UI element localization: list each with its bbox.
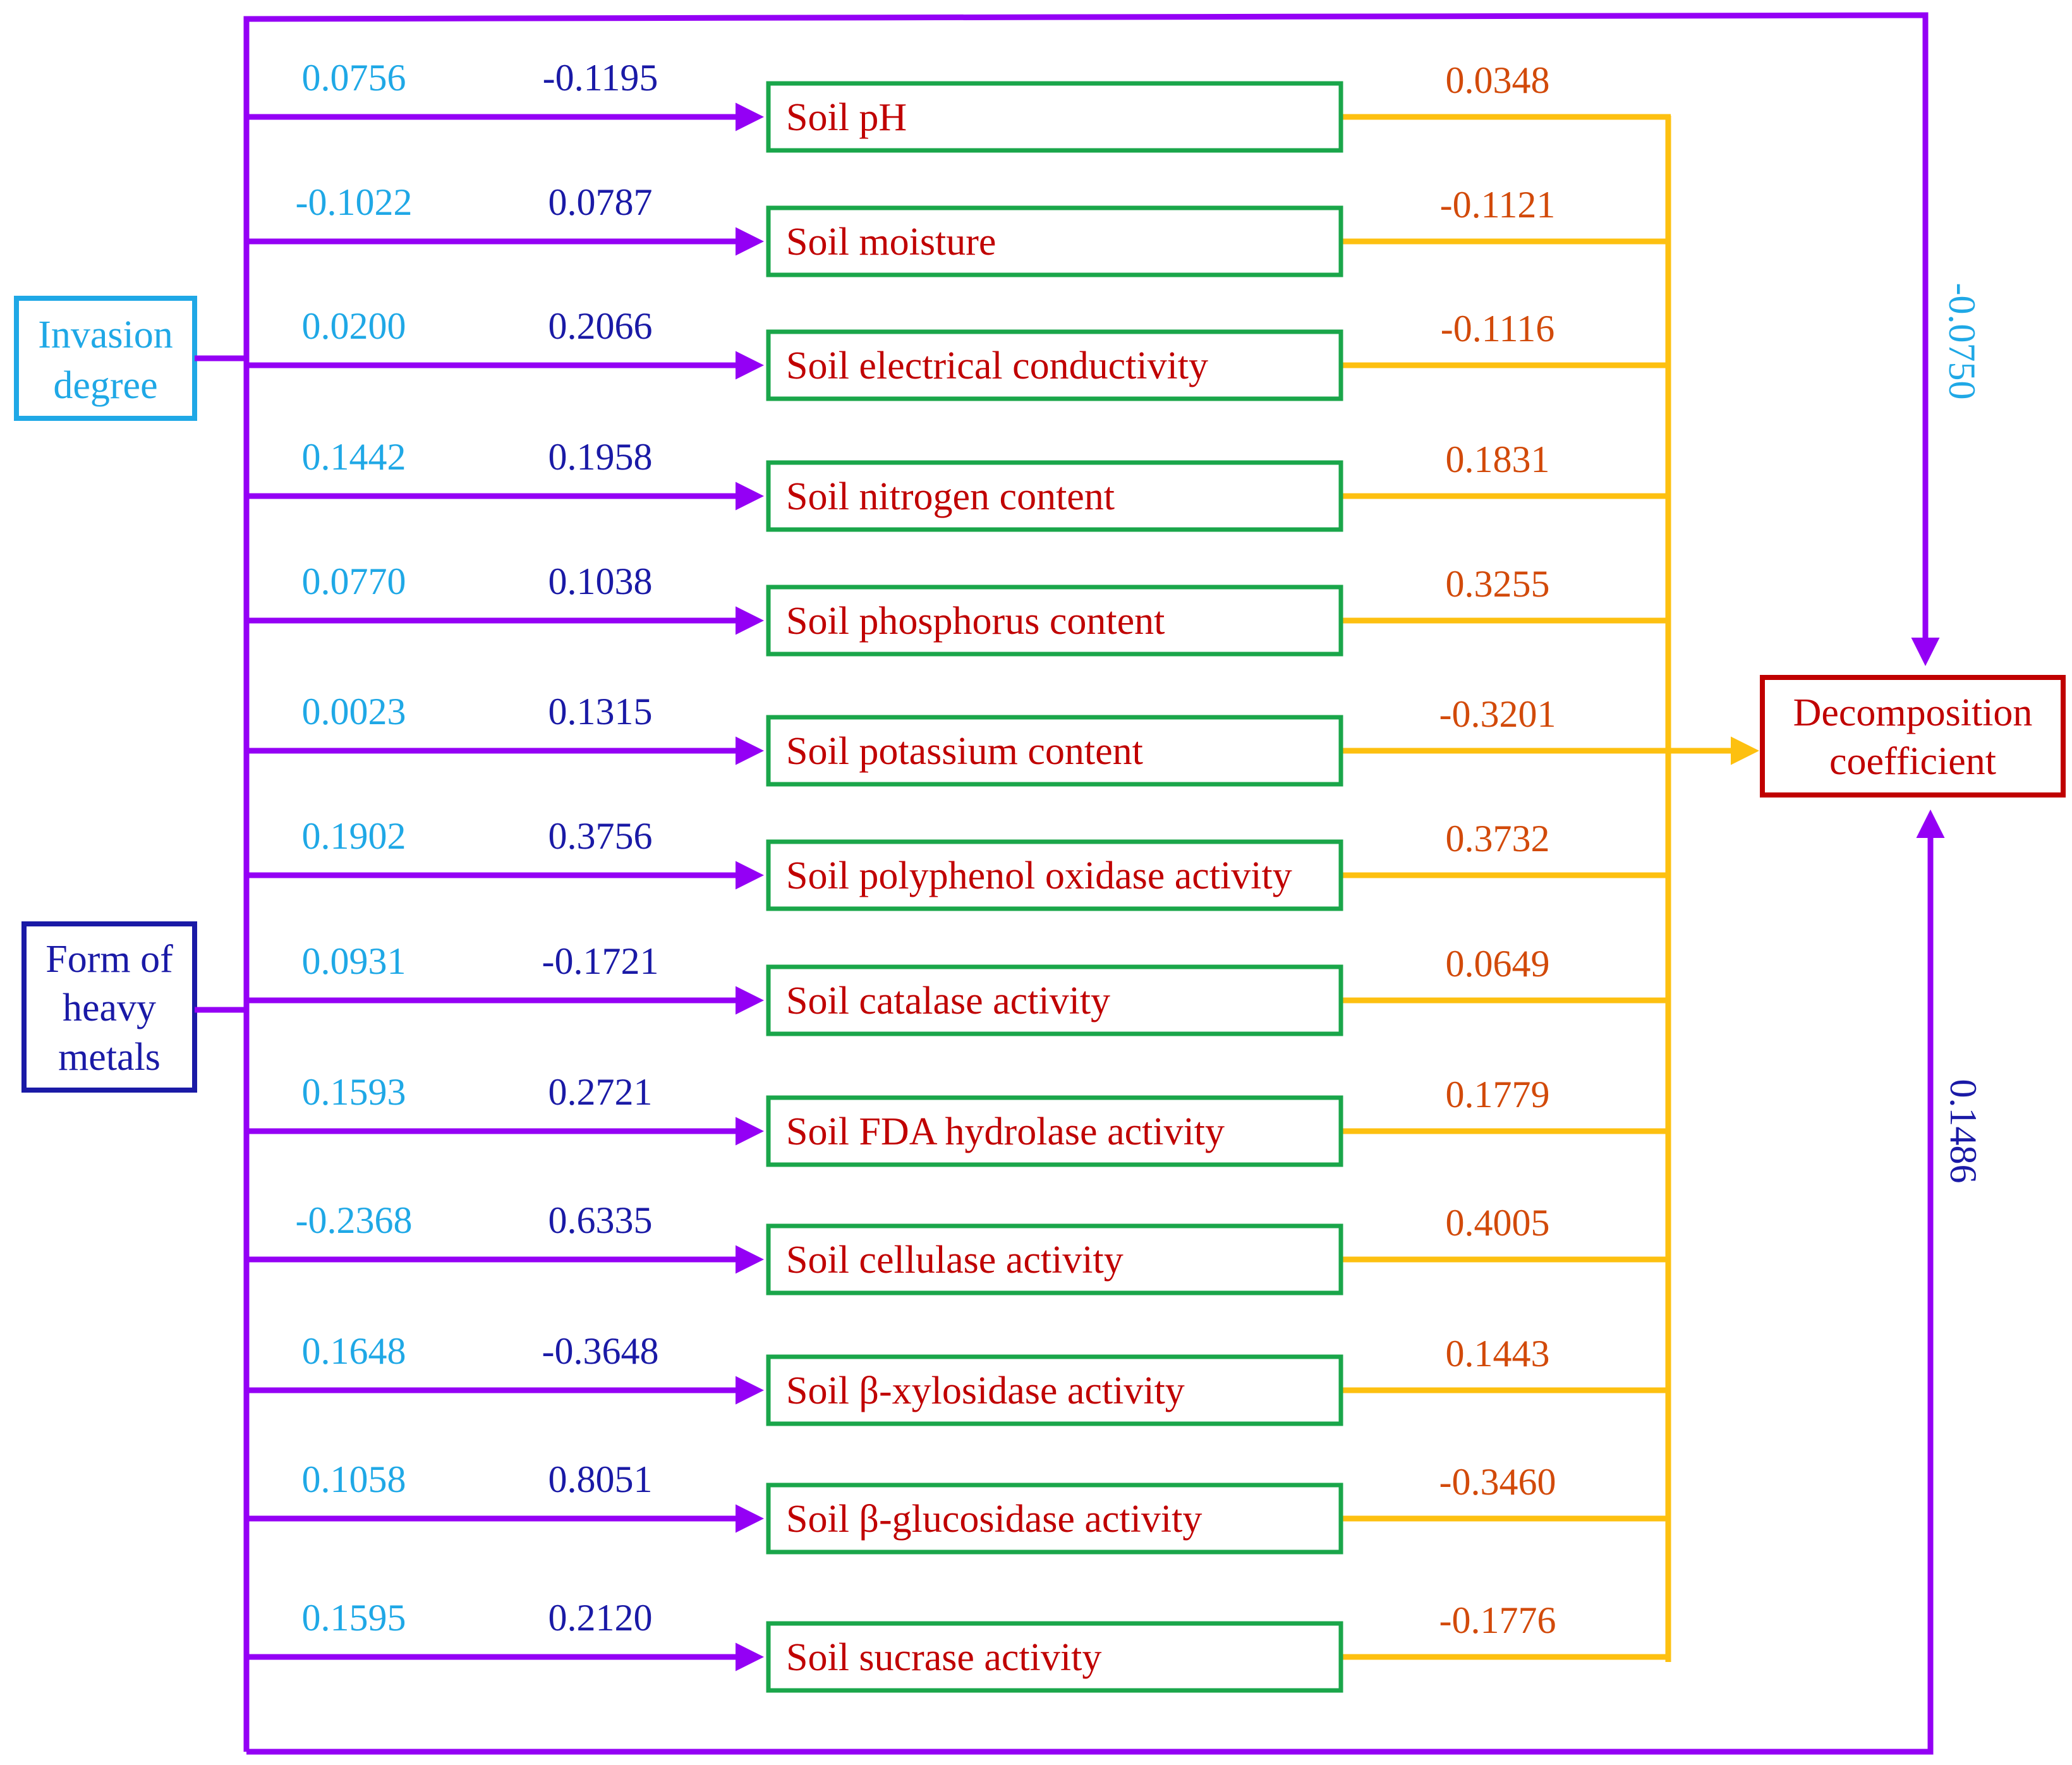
coef-decomposition-soil-xylosidase-activity: 0.1443 — [1446, 1333, 1550, 1374]
variable-label-soil-polyphenol-oxidase-activity: Soil polyphenol oxidase activity — [786, 854, 1292, 897]
variable-label-soil-cellulase-activity: Soil cellulase activity — [786, 1239, 1124, 1282]
variable-box-soil-polyphenol-oxidase-activity — [766, 839, 1343, 911]
variable-row-soil-phosphorus-content: Soil phosphorus content 0.0770 0.1038 0.325… — [246, 561, 1671, 657]
heavy-metals-label-line2: heavy — [63, 986, 156, 1029]
variable-box-soil-ph — [766, 81, 1343, 153]
coef-metals-soil-sucrase-activity: 0.2120 — [548, 1597, 653, 1639]
coef-metals-soil-moisture: 0.0787 — [548, 181, 653, 223]
coef-decomposition-soil-phosphorus-content: 0.3255 — [1446, 563, 1550, 605]
coef-decomposition-soil-electrical-conductivity: -0.1116 — [1441, 308, 1555, 349]
variable-row-soil-cellulase-activity: Soil cellulase activity -0.2368 0.6335 0.40… — [246, 1199, 1671, 1295]
variable-label-soil-moisture: Soil moisture — [786, 221, 996, 264]
coef-metals-soil-cellulase-activity: 0.6335 — [548, 1199, 653, 1241]
variable-label-soil-phosphorus-content: Soil phosphorus content — [786, 600, 1165, 643]
metals-to-decomposition-coef: 0.1486 — [1942, 1079, 1984, 1184]
coef-invasion-soil-polyphenol-oxidase-activity: 0.1902 — [302, 815, 406, 857]
variable-box-soil-phosphorus-content — [766, 585, 1343, 657]
variable-row-soil-electrical-conductivity: Soil electrical conductivity 0.0200 0.2066… — [246, 305, 1671, 401]
coef-invasion-soil-nitrogen-content: 0.1442 — [302, 436, 406, 478]
variable-box-soil-fda-hydrolase-activity — [766, 1095, 1343, 1167]
variable-label-soil-electrical-conductivity: Soil electrical conductivity — [786, 344, 1208, 387]
invasion-degree-label-line1: Invasion — [38, 313, 173, 356]
coef-invasion-soil-glucosidase-activity: 0.1058 — [302, 1459, 406, 1500]
variable-label-soil-catalase-activity: Soil catalase activity — [786, 980, 1110, 1022]
variable-row-soil-polyphenol-oxidase-activity: Soil polyphenol oxidase activity 0.1902 0.… — [246, 815, 1671, 911]
invasion-to-decomposition-coef: -0.0750 — [1941, 283, 1983, 400]
coef-metals-soil-ph: -0.1195 — [543, 57, 658, 99]
variable-row-soil-catalase-activity: Soil catalase activity 0.0931 -0.1721 0.064… — [246, 940, 1671, 1036]
variable-box-soil-nitrogen-content — [766, 460, 1343, 532]
coef-decomposition-soil-moisture: -0.1121 — [1440, 184, 1556, 226]
coef-invasion-soil-ph: 0.0756 — [302, 57, 406, 99]
heavy-metals-label-line3: metals — [58, 1036, 161, 1079]
variable-label-soil-xylosidase-activity: Soil β-xylosidase activity — [786, 1369, 1185, 1412]
variable-box-soil-glucosidase-activity — [766, 1483, 1343, 1555]
coef-metals-soil-nitrogen-content: 0.1958 — [548, 436, 653, 478]
coef-metals-soil-electrical-conductivity: 0.2066 — [548, 305, 653, 347]
variable-row-soil-sucrase-activity: Soil sucrase activity 0.1595 0.2120 -0.1776 — [246, 1597, 1671, 1693]
coef-invasion-soil-moisture: -0.1022 — [296, 181, 413, 223]
variable-box-soil-cellulase-activity — [766, 1223, 1343, 1295]
coef-decomposition-soil-cellulase-activity: 0.4005 — [1446, 1202, 1550, 1244]
coef-invasion-soil-cellulase-activity: -0.2368 — [296, 1199, 413, 1241]
decomposition-coefficient-node: Decomposition coefficient — [1760, 675, 2066, 798]
variable-box-soil-sucrase-activity — [766, 1621, 1343, 1693]
decomposition-label-line1: Decomposition — [1793, 691, 2033, 734]
coef-decomposition-soil-polyphenol-oxidase-activity: 0.3732 — [1446, 818, 1550, 859]
coef-metals-soil-fda-hydrolase-activity: 0.2721 — [548, 1071, 653, 1113]
coef-invasion-soil-sucrase-activity: 0.1595 — [302, 1597, 406, 1639]
variable-rows: Soil pH 0.0756 -0.1195 0.0348 Soil moisture -… — [246, 57, 1671, 1693]
bottom-path-line — [246, 810, 1945, 1755]
coef-metals-soil-polyphenol-oxidase-activity: 0.3756 — [548, 815, 653, 857]
variable-box-soil-electrical-conductivity — [766, 329, 1343, 401]
variable-row-soil-moisture: Soil moisture -0.1022 0.0787 -0.1121 — [246, 181, 1671, 277]
decomposition-label-line2: coefficient — [1829, 740, 1996, 783]
coef-decomposition-soil-nitrogen-content: 0.1831 — [1446, 439, 1550, 480]
invasion-degree-label-line2: degree — [53, 364, 157, 407]
coef-metals-soil-potassium-content: 0.1315 — [548, 691, 653, 732]
variable-label-soil-potassium-content: Soil potassium content — [786, 730, 1143, 773]
coef-invasion-soil-potassium-content: 0.0023 — [302, 691, 406, 732]
variable-label-soil-glucosidase-activity: Soil β-glucosidase activity — [786, 1498, 1202, 1541]
variable-row-soil-ph: Soil pH 0.0756 -0.1195 0.0348 — [246, 57, 1671, 153]
coef-invasion-soil-phosphorus-content: 0.0770 — [302, 561, 406, 602]
coef-metals-soil-phosphorus-content: 0.1038 — [548, 561, 653, 602]
variable-label-soil-ph: Soil pH — [786, 96, 907, 139]
variable-row-soil-glucosidase-activity: Soil β-glucosidase activity 0.1058 0.8051 -… — [246, 1459, 1671, 1555]
variable-label-soil-sucrase-activity: Soil sucrase activity — [786, 1636, 1101, 1679]
coef-invasion-soil-catalase-activity: 0.0931 — [302, 940, 406, 982]
coef-decomposition-soil-glucosidase-activity: -0.3460 — [1439, 1461, 1556, 1503]
coef-decomposition-soil-fda-hydrolase-activity: 0.1779 — [1446, 1074, 1550, 1115]
invasion-degree-node: Invasion degree — [14, 296, 246, 421]
coef-decomposition-soil-potassium-content: -0.3201 — [1439, 693, 1556, 735]
variable-label-soil-fda-hydrolase-activity: Soil FDA hydrolase activity — [786, 1110, 1225, 1153]
variable-row-soil-xylosidase-activity: Soil β-xylosidase activity 0.1648 -0.3648 0… — [246, 1330, 1671, 1426]
variable-box-soil-xylosidase-activity — [766, 1354, 1343, 1426]
top-path-line — [243, 12, 1940, 1752]
coef-invasion-soil-fda-hydrolase-activity: 0.1593 — [302, 1071, 406, 1113]
variable-row-soil-potassium-content: Soil potassium content 0.0023 0.1315 -0.320… — [246, 691, 1671, 787]
heavy-metals-label-line1: Form of — [45, 938, 173, 981]
heavy-metals-node: Form of heavy metals — [21, 921, 246, 1093]
variable-row-soil-fda-hydrolase-activity: Soil FDA hydrolase activity 0.1593 0.2721 0… — [246, 1071, 1671, 1167]
variable-row-soil-nitrogen-content: Soil nitrogen content 0.1442 0.1958 0.1831 — [246, 436, 1671, 532]
coef-metals-soil-xylosidase-activity: -0.3648 — [542, 1330, 659, 1372]
coef-decomposition-soil-ph: 0.0348 — [1446, 59, 1550, 101]
variable-box-soil-potassium-content — [766, 715, 1343, 787]
coef-metals-soil-catalase-activity: -0.1721 — [542, 940, 659, 982]
variable-label-soil-nitrogen-content: Soil nitrogen content — [786, 475, 1115, 518]
coef-metals-soil-glucosidase-activity: 0.8051 — [548, 1459, 653, 1500]
coef-invasion-soil-electrical-conductivity: 0.0200 — [302, 305, 406, 347]
variable-box-soil-catalase-activity — [766, 964, 1343, 1036]
coef-invasion-soil-xylosidase-activity: 0.1648 — [302, 1330, 406, 1372]
coef-decomposition-soil-catalase-activity: 0.0649 — [1446, 943, 1550, 985]
variable-box-soil-moisture — [766, 205, 1343, 277]
coef-decomposition-soil-sucrase-activity: -0.1776 — [1439, 1599, 1556, 1641]
